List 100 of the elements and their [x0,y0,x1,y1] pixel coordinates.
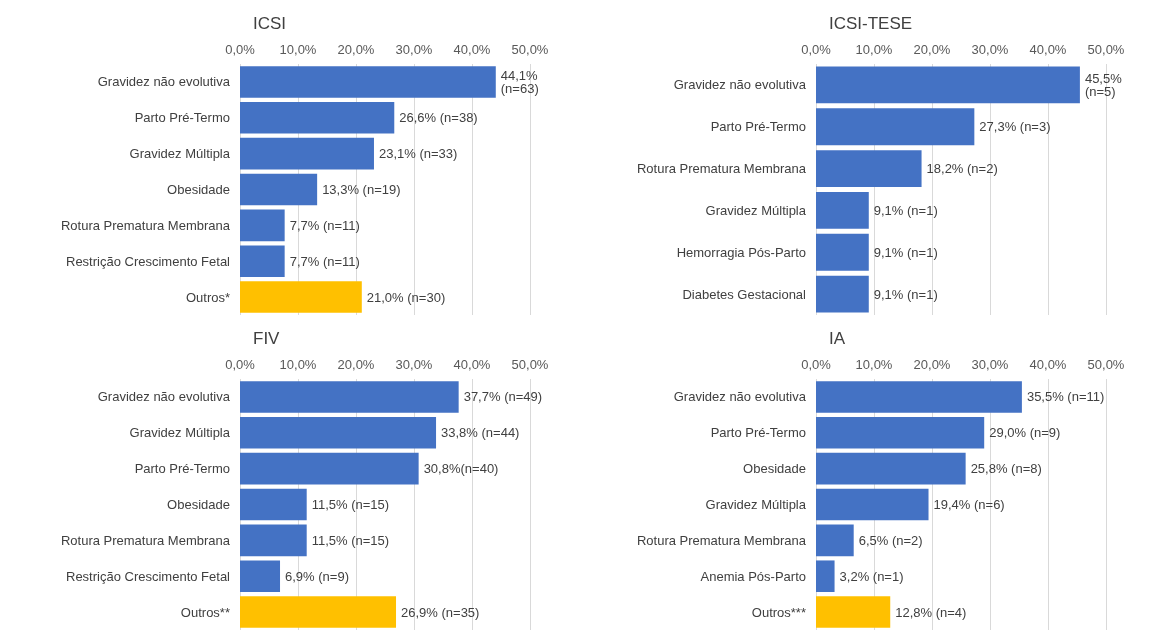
y-tick-label: Gravidez Múltipla [705,202,807,218]
bar [240,452,419,485]
bar [240,102,395,134]
y-tick-label: Obesidade [743,461,806,477]
data-label: 6,9% (n=9) [285,568,349,584]
data-label: 19,4% (n=6) [933,497,1005,512]
data-label: 6,5% (n=2) [858,532,923,548]
y-tick-label: Gravidez não evolutiva [97,389,231,405]
y-tick-label: Obesidade [167,182,230,197]
bar [240,173,318,206]
data-label: 26,6% (n=38) [399,110,478,126]
x-tick-label: 0,0% [801,357,832,372]
data-label: 33,8% (n=44) [441,425,520,441]
bar [240,281,362,313]
x-tick-label: 30,0% [395,42,433,57]
y-tick-label: Rotura Prematura Membrana [60,532,231,548]
bar [816,596,891,628]
x-tick-label: 50,0% [1087,42,1125,57]
x-tick-label: 10,0% [855,357,893,372]
x-tick-label: 10,0% [855,42,893,57]
y-tick-label: Rotura Prematura Membrana [60,217,231,233]
data-label: 18,2% (n=2) [926,161,998,177]
x-tick-label: 20,0% [913,357,951,372]
bar [240,524,307,557]
data-label: 12,8% (n=4) [895,604,967,620]
bar [816,488,929,521]
y-tick-label: Restrição Crescimento Fetal [66,568,231,584]
data-label: 11,5% (n=15) [311,532,390,548]
y-tick-label: Hemorragia Pós-Parto [676,244,806,260]
bar [240,66,496,98]
x-tick-label: 30,0% [971,357,1009,372]
bar [240,245,285,277]
x-tick-label: 50,0% [1087,357,1125,372]
bar [240,560,281,592]
y-tick-label: Gravidez não evolutiva [97,74,231,90]
x-tick-label: 20,0% [337,357,375,372]
data-label: 35,5% (n=11) [1026,389,1105,405]
bar [240,596,397,628]
bar [816,66,1080,104]
bar [816,233,869,271]
data-label: 3,2% (n=1) [839,568,904,584]
y-tick-label: Gravidez Múltipla [129,146,231,162]
y-tick-label: Gravidez não evolutiva [673,77,807,93]
y-tick-label: Outros* [185,289,230,305]
data-label: 11,5% (n=15) [311,497,390,512]
data-label: 21,0% (n=30) [366,289,446,305]
y-tick-label: Outros*** [751,604,806,620]
x-tick-label: 0,0% [801,42,832,57]
bar [240,488,307,521]
data-label: 29,0% (n=9) [989,425,1061,441]
bar [240,381,459,413]
data-label: 7,7% (n=11) [289,217,360,233]
x-tick-label: 30,0% [971,42,1009,57]
y-tick-label: Parto Pré-Termo [710,425,806,441]
bar [816,275,869,313]
bar [816,108,975,146]
y-tick-label: Parto Pré-Termo [134,110,230,126]
data-label: 23,1% (n=33) [378,146,458,162]
bar [240,137,374,170]
data-label: 9,1% (n=1) [873,202,938,218]
data-label: 27,3% (n=3) [979,119,1051,135]
x-tick-label: 10,0% [279,357,317,372]
x-tick-label: 0,0% [225,42,256,57]
data-label: 37,7% (n=49) [463,389,543,405]
x-tick-label: 20,0% [337,42,375,57]
bar [816,560,835,592]
y-tick-label: Restrição Crescimento Fetal [66,253,231,269]
y-tick-label: Parto Pré-Termo [710,119,806,135]
x-tick-label: 40,0% [453,357,491,372]
x-tick-label: 20,0% [913,42,951,57]
bar [816,150,922,187]
x-tick-label: 50,0% [511,42,549,57]
data-label: 7,7% (n=11) [289,253,360,269]
data-label: 9,1% (n=1) [873,286,938,302]
data-label: 30,8%(n=40) [423,461,499,477]
chart-title: ICSI [253,14,287,33]
bar [816,192,869,229]
bar [816,381,1022,413]
y-tick-label: Rotura Prematura Membrana [636,161,807,177]
chart-title: FIV [253,329,281,348]
y-tick-label: Rotura Prematura Membrana [636,532,807,548]
data-label: 13,3% (n=19) [322,182,401,197]
x-tick-label: 50,0% [511,357,549,372]
data-label: 26,9% (n=35) [401,604,480,620]
bar [816,524,854,557]
data-label: 45,5% (n=5) [1084,70,1126,99]
y-tick-label: Outros** [180,604,230,620]
chart-title: ICSI-TESE [829,14,913,33]
x-tick-label: 40,0% [1029,42,1067,57]
bar [816,452,966,485]
y-tick-label: Obesidade [167,497,230,512]
x-tick-label: 10,0% [279,42,317,57]
data-label: 9,1% (n=1) [873,244,938,260]
data-label: 25,8% (n=8) [970,461,1042,477]
bar [816,417,985,449]
y-tick-label: Anemia Pós-Parto [700,568,806,584]
y-tick-label: Diabetes Gestacional [682,286,807,302]
bar [240,209,285,242]
y-tick-label: Gravidez Múltipla [705,497,807,512]
bar [240,417,437,449]
